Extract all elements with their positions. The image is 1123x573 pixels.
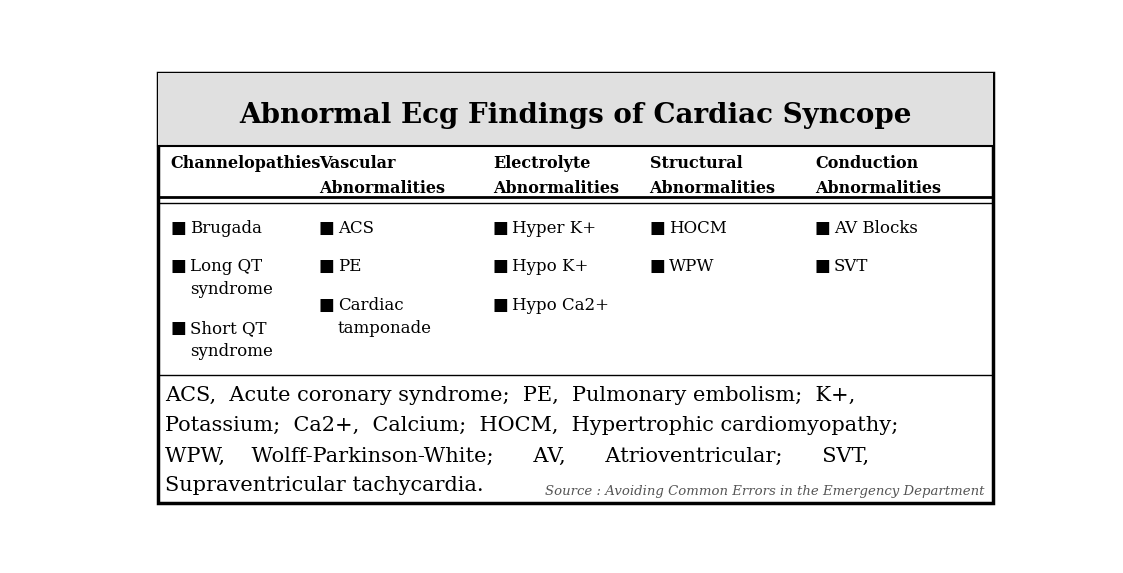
Text: Abnormalities: Abnormalities (815, 180, 941, 197)
Text: ■: ■ (493, 297, 509, 315)
Text: HOCM: HOCM (668, 219, 727, 237)
Text: Electrolyte: Electrolyte (493, 155, 591, 172)
Text: ■: ■ (493, 258, 509, 276)
Text: Abnormalities: Abnormalities (493, 180, 619, 197)
Text: Hypo Ca2+: Hypo Ca2+ (512, 297, 609, 315)
Text: Short QT: Short QT (190, 320, 266, 337)
Text: Hyper K+: Hyper K+ (512, 219, 596, 237)
Text: ■: ■ (649, 258, 665, 276)
Text: Channelopathies: Channelopathies (171, 155, 321, 172)
Text: ■: ■ (649, 219, 665, 237)
Text: ■: ■ (815, 219, 831, 237)
Bar (157, 73, 993, 146)
Text: Source : Avoiding Common Errors in the Emergency Department: Source : Avoiding Common Errors in the E… (545, 485, 985, 497)
Text: Abnormal Ecg Findings of Cardiac Syncope: Abnormal Ecg Findings of Cardiac Syncope (239, 101, 912, 128)
Text: syndrome: syndrome (190, 281, 273, 299)
Text: syndrome: syndrome (190, 343, 273, 360)
Text: ■: ■ (171, 320, 186, 337)
Text: ■: ■ (319, 297, 335, 315)
Text: Supraventricular tachycardia.: Supraventricular tachycardia. (165, 476, 483, 496)
Text: ACS,  Acute coronary syndrome;  PE,  Pulmonary embolism;  K+,: ACS, Acute coronary syndrome; PE, Pulmon… (165, 386, 855, 406)
Text: Abnormalities: Abnormalities (649, 180, 776, 197)
Text: WPW,    Wolff-Parkinson-White;      AV,      Atrioventricular;      SVT,: WPW, Wolff-Parkinson-White; AV, Atrioven… (165, 446, 869, 465)
Text: tamponade: tamponade (338, 320, 432, 337)
Text: WPW: WPW (668, 258, 714, 276)
Text: ■: ■ (815, 258, 831, 276)
Text: Brugada: Brugada (190, 219, 262, 237)
Text: Potassium;  Ca2+,  Calcium;  HOCM,  Hypertrophic cardiomyopathy;: Potassium; Ca2+, Calcium; HOCM, Hypertro… (165, 417, 898, 435)
Text: ■: ■ (319, 258, 335, 276)
Text: ACS: ACS (338, 219, 374, 237)
Text: SVT: SVT (834, 258, 868, 276)
Text: ■: ■ (493, 219, 509, 237)
Text: Structural: Structural (649, 155, 742, 172)
Text: Long QT: Long QT (190, 258, 262, 276)
Text: Abnormalities: Abnormalities (319, 180, 445, 197)
Text: AV Blocks: AV Blocks (834, 219, 917, 237)
Text: ■: ■ (171, 219, 186, 237)
Text: PE: PE (338, 258, 362, 276)
Text: Vascular: Vascular (319, 155, 395, 172)
Text: ■: ■ (319, 219, 335, 237)
Text: Cardiac: Cardiac (338, 297, 403, 315)
Text: ■: ■ (171, 258, 186, 276)
Text: Hypo K+: Hypo K+ (512, 258, 588, 276)
Text: Conduction: Conduction (815, 155, 919, 172)
